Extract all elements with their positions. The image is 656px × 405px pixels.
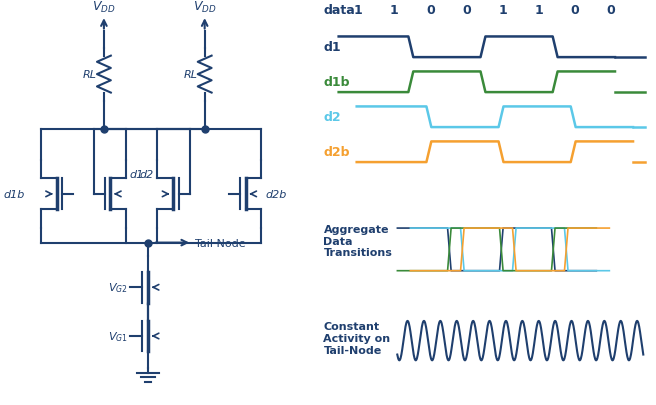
Text: data: data [323, 4, 356, 17]
Text: Tail Node: Tail Node [195, 238, 246, 248]
Text: Constant
Activity on
Tail-Node: Constant Activity on Tail-Node [323, 322, 390, 355]
Text: RL: RL [83, 70, 96, 80]
Text: 0: 0 [607, 4, 615, 17]
Text: d2: d2 [140, 169, 154, 179]
Text: 1: 1 [354, 4, 363, 17]
Text: d1b: d1b [4, 190, 25, 199]
Text: 1: 1 [390, 4, 399, 17]
Text: $V_{G2}$: $V_{G2}$ [108, 281, 128, 294]
Text: d2b: d2b [323, 146, 350, 159]
Text: RL: RL [184, 70, 197, 80]
Text: $V_{G1}$: $V_{G1}$ [108, 329, 128, 343]
Text: 1: 1 [535, 4, 543, 17]
Text: 0: 0 [462, 4, 471, 17]
Text: 1: 1 [499, 4, 507, 17]
Text: 0: 0 [426, 4, 435, 17]
Text: d1b: d1b [323, 76, 350, 89]
Text: d2: d2 [323, 111, 341, 124]
Text: d1: d1 [323, 41, 341, 54]
Text: d2b: d2b [265, 190, 287, 199]
Text: $V_{DD}$: $V_{DD}$ [92, 0, 115, 15]
Text: Aggregate
Data
Transitions: Aggregate Data Transitions [323, 224, 392, 258]
Text: d1: d1 [130, 169, 144, 179]
Text: $V_{DD}$: $V_{DD}$ [193, 0, 216, 15]
Text: 0: 0 [571, 4, 579, 17]
